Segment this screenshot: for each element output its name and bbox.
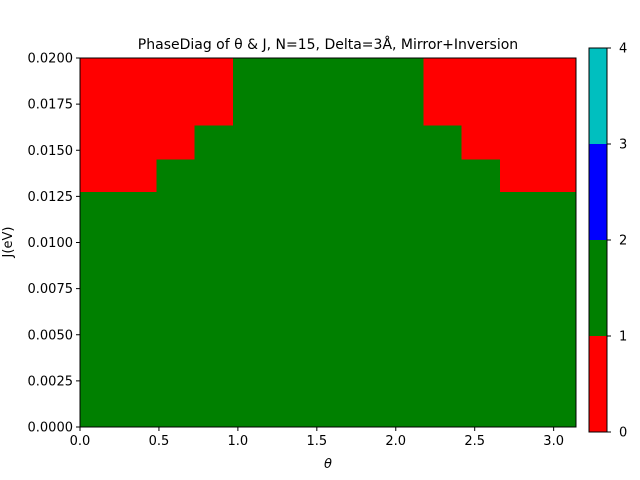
colorbar-tick-label: 2 — [619, 234, 627, 249]
phase-region-2 — [194, 58, 234, 126]
phase-region-5 — [499, 58, 576, 192]
x-axis-label: θ — [324, 457, 332, 472]
x-tick-label: 0.0 — [70, 434, 91, 449]
x-tick-label: 0.5 — [149, 434, 170, 449]
colorbar-bin-3 — [589, 48, 607, 144]
colorbar-tick-label: 1 — [619, 330, 627, 345]
colorbar-bin-0 — [589, 336, 607, 432]
y-tick-label: 0.0125 — [28, 190, 74, 205]
y-tick-label: 0.0200 — [28, 52, 74, 67]
phase-region-0 — [80, 58, 157, 192]
phase-region-3 — [423, 58, 462, 126]
colorbar-tick-label: 3 — [619, 138, 627, 153]
x-tick-label: 1.5 — [306, 434, 327, 449]
y-tick-label: 0.0175 — [28, 98, 74, 113]
x-tick-label: 2.0 — [385, 434, 406, 449]
y-tick-label: 0.0025 — [28, 374, 74, 389]
x-tick-label: 1.0 — [228, 434, 249, 449]
axes: 0.0 0.5 1.0 1.5 2.0 2.5 3.0 0.0000 0.0025 0.0050 0… — [28, 52, 564, 450]
y-axis-label: J(eV) — [1, 227, 16, 259]
y-tick-label: 0.0075 — [28, 282, 74, 297]
colorbar-bin-2 — [589, 144, 607, 240]
colorbar-bin-1 — [589, 240, 607, 336]
colorbar: 0 1 2 3 4 — [588, 42, 627, 441]
colorbar-tick-label: 4 — [619, 42, 627, 57]
y-tick-label: 0.0000 — [28, 421, 74, 436]
y-tick-label: 0.0150 — [28, 144, 74, 159]
y-tick-label: 0.0050 — [28, 328, 74, 343]
colorbar-tick-label: 0 — [619, 426, 627, 441]
phase-region-4 — [461, 58, 500, 160]
y-tick-label: 0.0100 — [28, 236, 74, 251]
x-tick-label: 2.5 — [464, 434, 485, 449]
chart-title: PhaseDiag of θ & J, N=15, Delta=3Å, Mirr… — [138, 36, 518, 53]
heatmap-plot-area — [80, 58, 576, 427]
phase-region-1 — [156, 58, 195, 160]
x-tick-label: 3.0 — [543, 434, 564, 449]
